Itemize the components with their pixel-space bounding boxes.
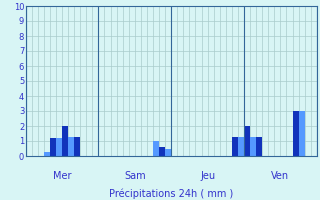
- Bar: [50, 138, 56, 156]
- Bar: [299, 111, 305, 156]
- Bar: [153, 141, 159, 156]
- Bar: [68, 136, 74, 156]
- Bar: [244, 126, 250, 156]
- Bar: [159, 147, 165, 156]
- Bar: [250, 136, 256, 156]
- Bar: [74, 136, 80, 156]
- Bar: [62, 126, 68, 156]
- Text: Jeu: Jeu: [200, 171, 215, 181]
- Text: Ven: Ven: [271, 171, 290, 181]
- Bar: [56, 138, 62, 156]
- Text: Sam: Sam: [124, 171, 146, 181]
- Bar: [238, 136, 244, 156]
- Bar: [232, 136, 238, 156]
- Text: Précipitations 24h ( mm ): Précipitations 24h ( mm ): [109, 189, 233, 199]
- Bar: [256, 136, 262, 156]
- Text: Mer: Mer: [53, 171, 71, 181]
- Bar: [44, 152, 50, 156]
- Bar: [292, 111, 299, 156]
- Bar: [165, 148, 171, 156]
